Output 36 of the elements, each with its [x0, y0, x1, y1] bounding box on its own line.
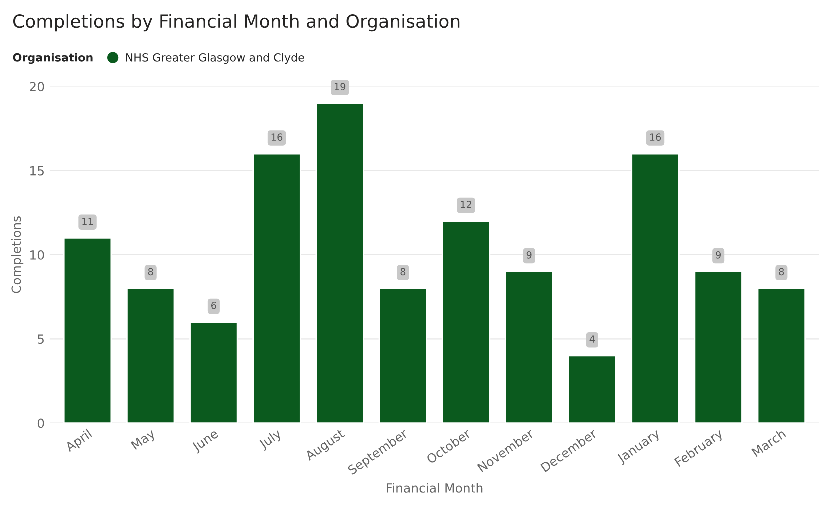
data-label: 8 — [779, 268, 784, 276]
bar — [190, 322, 238, 424]
bar — [378, 288, 428, 424]
data-label: 8 — [400, 268, 406, 276]
bar — [694, 271, 743, 424]
bar — [252, 153, 302, 424]
bar — [568, 355, 617, 424]
bar — [757, 288, 806, 424]
y-tick-label: 5 — [38, 334, 44, 344]
data-label: 16 — [650, 134, 662, 142]
data-label: 9 — [526, 251, 532, 259]
data-label: 16 — [272, 134, 283, 142]
bar — [631, 153, 680, 424]
data-label: 19 — [334, 83, 346, 91]
y-tick-label: 0 — [38, 418, 44, 428]
y-tick-label: 10 — [30, 250, 44, 260]
x-tick-label: May — [130, 428, 158, 452]
data-label: 6 — [212, 302, 216, 310]
chart-title: Completions by Financial Month and Organisation — [13, 14, 460, 32]
bar — [316, 102, 364, 424]
bar — [442, 220, 491, 424]
y-axis-title: Completions — [12, 216, 24, 294]
y-tick-label: 20 — [30, 82, 44, 92]
data-label: 4 — [590, 336, 595, 343]
data-label: 9 — [716, 251, 721, 259]
legend-title: Organisation — [13, 53, 93, 64]
bar — [63, 237, 112, 424]
data-label: 11 — [82, 218, 94, 226]
y-tick-label: 15 — [30, 166, 44, 176]
data-label: 8 — [148, 268, 154, 276]
bar — [504, 271, 554, 424]
legend-label: NHS Greater Glasgow and Clyde — [126, 53, 304, 64]
x-axis-title: Financial Month — [387, 483, 483, 493]
bar — [126, 288, 176, 424]
data-label: 12 — [461, 200, 472, 208]
x-tick-label: July — [258, 428, 284, 452]
